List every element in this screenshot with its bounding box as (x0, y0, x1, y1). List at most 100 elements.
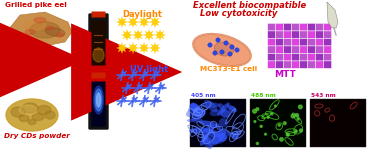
Ellipse shape (22, 103, 38, 113)
FancyBboxPatch shape (268, 31, 276, 38)
Ellipse shape (219, 118, 228, 127)
FancyBboxPatch shape (292, 39, 299, 46)
Ellipse shape (34, 18, 46, 22)
FancyBboxPatch shape (268, 46, 276, 53)
Circle shape (271, 113, 273, 115)
FancyBboxPatch shape (324, 24, 332, 31)
Ellipse shape (201, 124, 214, 138)
Circle shape (254, 121, 256, 122)
Ellipse shape (207, 128, 221, 136)
Ellipse shape (218, 130, 229, 144)
Polygon shape (127, 16, 139, 28)
FancyBboxPatch shape (316, 54, 324, 61)
Circle shape (143, 74, 145, 76)
Text: 488 nm: 488 nm (251, 93, 276, 98)
Circle shape (230, 45, 234, 49)
Polygon shape (132, 29, 144, 41)
Ellipse shape (11, 107, 25, 117)
Ellipse shape (189, 103, 200, 112)
FancyBboxPatch shape (276, 46, 284, 53)
FancyBboxPatch shape (324, 46, 332, 53)
FancyBboxPatch shape (284, 31, 291, 38)
Ellipse shape (199, 120, 217, 127)
Circle shape (256, 142, 259, 144)
Circle shape (220, 50, 224, 54)
Ellipse shape (93, 86, 104, 114)
FancyBboxPatch shape (300, 31, 307, 38)
Ellipse shape (46, 26, 54, 30)
Ellipse shape (195, 107, 204, 117)
FancyBboxPatch shape (308, 46, 316, 53)
FancyBboxPatch shape (324, 61, 332, 68)
Circle shape (295, 130, 297, 133)
Ellipse shape (30, 22, 60, 38)
Ellipse shape (56, 33, 64, 37)
Text: Low cytotoxicity: Low cytotoxicity (200, 9, 277, 18)
Text: Excellent biocompatible: Excellent biocompatible (193, 1, 306, 10)
Polygon shape (116, 16, 128, 28)
Ellipse shape (24, 20, 46, 30)
FancyBboxPatch shape (91, 21, 105, 66)
Circle shape (280, 138, 283, 141)
Circle shape (213, 51, 217, 55)
Ellipse shape (214, 42, 234, 56)
FancyBboxPatch shape (308, 31, 316, 38)
Circle shape (253, 109, 256, 113)
Ellipse shape (6, 99, 58, 131)
Circle shape (268, 117, 269, 118)
Ellipse shape (45, 28, 65, 36)
Circle shape (224, 41, 228, 45)
Circle shape (299, 105, 302, 109)
Ellipse shape (203, 128, 220, 138)
Circle shape (143, 100, 145, 102)
FancyBboxPatch shape (308, 61, 316, 68)
Circle shape (265, 133, 266, 135)
Circle shape (121, 74, 123, 76)
FancyBboxPatch shape (292, 31, 299, 38)
FancyBboxPatch shape (300, 39, 307, 46)
Ellipse shape (96, 93, 101, 107)
FancyBboxPatch shape (250, 99, 306, 147)
Text: Daylight: Daylight (122, 10, 162, 19)
Polygon shape (138, 16, 150, 28)
Ellipse shape (191, 110, 206, 121)
Polygon shape (127, 42, 139, 54)
Circle shape (126, 87, 128, 89)
Circle shape (159, 87, 161, 89)
FancyBboxPatch shape (292, 54, 299, 61)
Circle shape (295, 114, 299, 117)
Polygon shape (121, 29, 133, 41)
Circle shape (228, 52, 232, 56)
Text: Extraction: Extraction (12, 51, 56, 60)
FancyBboxPatch shape (276, 31, 284, 38)
Text: UV light: UV light (130, 65, 168, 74)
Circle shape (216, 38, 220, 42)
Text: MTT: MTT (274, 70, 296, 79)
FancyBboxPatch shape (316, 61, 324, 68)
Circle shape (132, 74, 134, 76)
Circle shape (260, 125, 262, 128)
FancyBboxPatch shape (324, 54, 332, 61)
FancyBboxPatch shape (268, 54, 276, 61)
Ellipse shape (201, 134, 214, 146)
FancyBboxPatch shape (300, 24, 307, 31)
FancyBboxPatch shape (284, 61, 291, 68)
Ellipse shape (37, 105, 51, 114)
FancyBboxPatch shape (268, 24, 276, 31)
Ellipse shape (204, 100, 218, 112)
FancyBboxPatch shape (88, 75, 108, 129)
Circle shape (148, 87, 150, 89)
Ellipse shape (187, 118, 203, 122)
FancyBboxPatch shape (284, 24, 291, 31)
Text: Grilled pike eel: Grilled pike eel (5, 2, 67, 8)
Ellipse shape (228, 132, 238, 139)
Ellipse shape (233, 130, 240, 139)
Ellipse shape (186, 106, 201, 117)
FancyBboxPatch shape (300, 61, 307, 68)
Ellipse shape (201, 136, 212, 149)
FancyBboxPatch shape (284, 39, 291, 46)
FancyBboxPatch shape (316, 31, 324, 38)
Text: 405 nm: 405 nm (191, 93, 215, 98)
FancyBboxPatch shape (284, 46, 291, 53)
FancyBboxPatch shape (292, 61, 299, 68)
